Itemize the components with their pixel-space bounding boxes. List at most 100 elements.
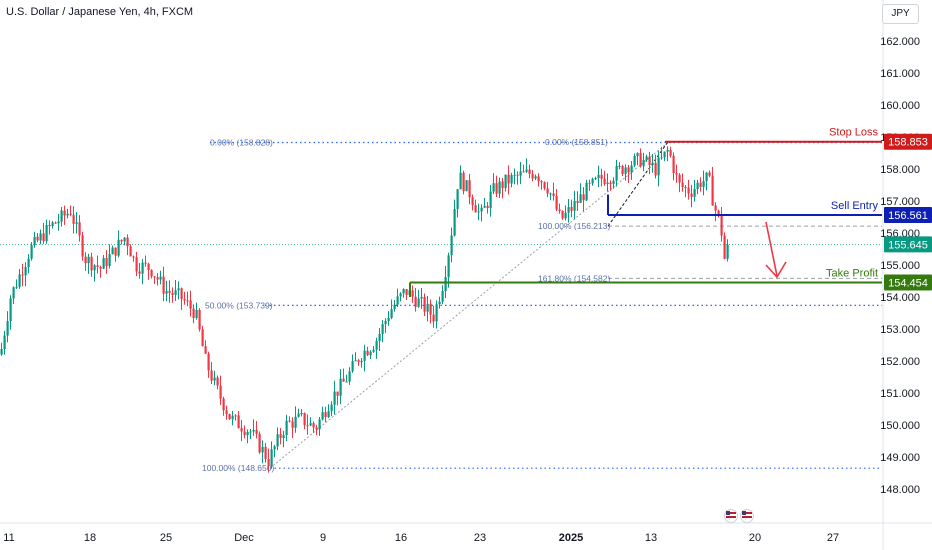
candle-body bbox=[183, 299, 186, 301]
candle-body bbox=[273, 446, 276, 450]
y-tick-label: 158.000 bbox=[880, 164, 920, 176]
candle-body bbox=[243, 431, 246, 436]
candle-body bbox=[633, 155, 636, 166]
candle-body bbox=[669, 149, 672, 156]
candle-body bbox=[93, 265, 96, 271]
candle-body bbox=[687, 187, 690, 194]
candle-body bbox=[339, 378, 342, 396]
candle-body bbox=[354, 360, 357, 362]
x-tick-label: Dec bbox=[234, 532, 254, 544]
candle-body bbox=[516, 174, 519, 176]
candle-body bbox=[201, 329, 204, 347]
candle-body bbox=[285, 420, 288, 436]
candle-body bbox=[324, 412, 327, 417]
candle-body bbox=[15, 286, 18, 288]
candle-body bbox=[417, 298, 420, 307]
candle-body bbox=[180, 288, 183, 300]
candle-body bbox=[435, 304, 438, 322]
candle-body bbox=[552, 193, 555, 197]
candle-body bbox=[690, 193, 693, 197]
candle-body bbox=[534, 176, 537, 179]
candle-body bbox=[330, 404, 333, 412]
price-badge bbox=[884, 274, 932, 291]
candle-body bbox=[372, 349, 375, 352]
candle-body bbox=[333, 391, 336, 405]
candle-body bbox=[627, 167, 630, 173]
candle-body bbox=[711, 175, 714, 206]
candle-body bbox=[438, 301, 441, 305]
candle-body bbox=[585, 182, 588, 201]
candle-body bbox=[573, 200, 576, 211]
candle-body bbox=[639, 153, 642, 167]
candle-body bbox=[348, 371, 351, 382]
y-tick-label: 153.000 bbox=[880, 324, 920, 336]
candle-body bbox=[279, 434, 282, 438]
candle-body bbox=[57, 221, 60, 224]
candle-body bbox=[492, 183, 495, 192]
candle-body bbox=[519, 171, 522, 176]
candle-body bbox=[222, 398, 225, 411]
candle-body bbox=[666, 149, 669, 152]
candle-body bbox=[0, 348, 3, 355]
candle-body bbox=[69, 213, 72, 215]
candle-body bbox=[507, 174, 510, 184]
candle-body bbox=[462, 172, 465, 192]
candle-body bbox=[351, 361, 354, 372]
candle-body bbox=[570, 207, 573, 211]
price-badge bbox=[884, 236, 932, 253]
x-tick-label: 18 bbox=[84, 532, 96, 544]
candle-body bbox=[327, 411, 330, 417]
candle-body bbox=[27, 258, 30, 268]
candle-body bbox=[42, 233, 45, 242]
candle-body bbox=[726, 244, 729, 259]
candle-body bbox=[555, 196, 558, 210]
candle-body bbox=[114, 247, 117, 256]
candle-body bbox=[609, 182, 612, 184]
candle-body bbox=[612, 180, 615, 184]
candle-body bbox=[18, 274, 21, 287]
candle-body bbox=[45, 224, 48, 242]
candle-body bbox=[720, 213, 723, 236]
candle-body bbox=[207, 353, 210, 371]
candle-body bbox=[300, 413, 303, 415]
candle-body bbox=[345, 381, 348, 383]
candle-body bbox=[141, 262, 144, 274]
y-tick-label: 148.000 bbox=[880, 484, 920, 496]
candle-body bbox=[399, 293, 402, 297]
y-tick-label: 157.000 bbox=[880, 196, 920, 208]
candle-body bbox=[546, 188, 549, 194]
candle-body bbox=[390, 309, 393, 318]
price-badge-label: 154.454 bbox=[888, 277, 928, 289]
candle-body bbox=[174, 290, 177, 295]
candle-body bbox=[39, 233, 42, 241]
candle-body bbox=[228, 414, 231, 420]
candle-body bbox=[498, 181, 501, 194]
candle-body bbox=[714, 205, 717, 211]
candle-body bbox=[171, 292, 174, 295]
candle-body bbox=[699, 182, 702, 188]
candle-body bbox=[450, 235, 453, 256]
candle-body bbox=[468, 180, 471, 198]
y-tick-label: 151.000 bbox=[880, 388, 920, 400]
x-tick-label: 9 bbox=[320, 532, 326, 544]
candle-body bbox=[198, 309, 201, 330]
candle-body bbox=[216, 377, 219, 386]
y-tick-label: 154.000 bbox=[880, 292, 920, 304]
candle-body bbox=[489, 191, 492, 208]
candle-body bbox=[618, 166, 621, 168]
candle-body bbox=[645, 156, 648, 161]
x-tick-label: 11 bbox=[3, 532, 14, 544]
candle-body bbox=[705, 172, 708, 182]
candle-body bbox=[30, 245, 33, 259]
candle-body bbox=[702, 181, 705, 188]
candle-body bbox=[297, 413, 300, 417]
candle-body bbox=[651, 162, 654, 166]
candle-body bbox=[165, 291, 168, 294]
candle-body bbox=[357, 360, 360, 363]
candle-body bbox=[309, 423, 312, 426]
candle-body bbox=[306, 425, 309, 427]
currency-selector[interactable]: JPY bbox=[882, 4, 919, 24]
candle-body bbox=[54, 222, 57, 224]
candle-body bbox=[549, 193, 552, 195]
candle-body bbox=[657, 157, 660, 176]
